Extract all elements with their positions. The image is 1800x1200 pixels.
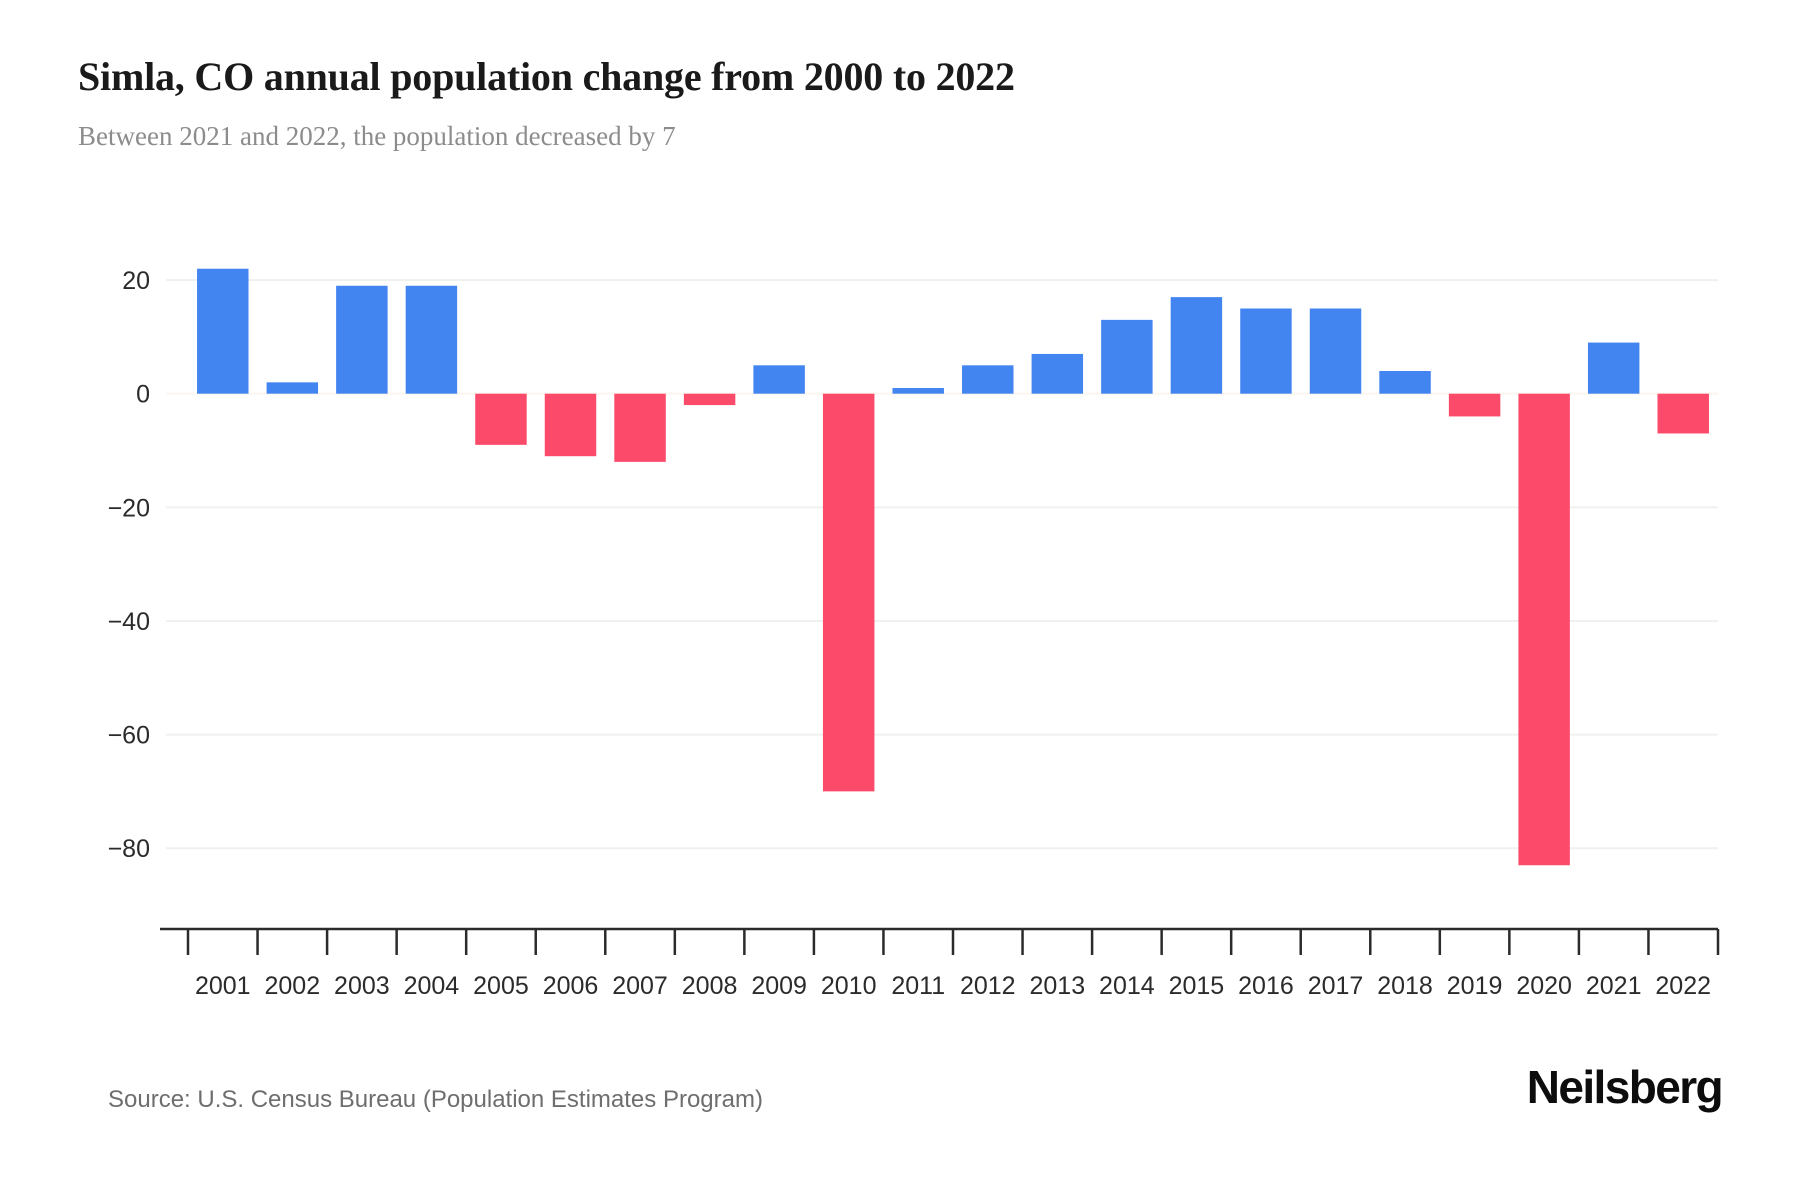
bar[interactable] xyxy=(892,388,944,394)
x-axis-tick-label: 2022 xyxy=(1655,972,1711,1000)
x-axis-tick-label: 2015 xyxy=(1169,972,1225,1000)
x-axis-tick-label: 2016 xyxy=(1238,972,1294,1000)
x-axis-tick-label: 2021 xyxy=(1586,972,1642,1000)
chart-header: Simla, CO annual population change from … xyxy=(78,52,1718,154)
x-axis-tick-label: 2006 xyxy=(543,972,599,1000)
chart-title: Simla, CO annual population change from … xyxy=(78,54,1015,99)
bar[interactable] xyxy=(197,268,249,394)
bar[interactable] xyxy=(1587,342,1640,394)
bar[interactable] xyxy=(1448,393,1501,417)
gridlines-group xyxy=(166,279,1718,850)
y-axis-tick-label: −80 xyxy=(108,835,150,863)
bar[interactable] xyxy=(336,285,388,394)
x-axis-tick-label: 2020 xyxy=(1516,972,1572,1000)
chart-subtitle: Between 2021 and 2022, the population de… xyxy=(78,121,676,151)
bar[interactable] xyxy=(1031,353,1084,394)
y-axis-tick-label: −60 xyxy=(108,722,150,750)
y-axis-tick-label: −20 xyxy=(108,494,150,522)
bar[interactable] xyxy=(1379,370,1431,394)
bar[interactable] xyxy=(753,365,805,394)
x-axis-tick-label: 2003 xyxy=(334,972,390,1000)
x-axis-tick-label: 2007 xyxy=(612,972,668,1000)
bar[interactable] xyxy=(1309,308,1362,394)
y-axis-tick-label: 20 xyxy=(122,267,150,295)
bar[interactable] xyxy=(1170,297,1223,394)
x-axis-tick-label: 2011 xyxy=(891,972,945,1000)
x-axis-tick-label: 2013 xyxy=(1030,972,1086,1000)
bar[interactable] xyxy=(1657,393,1709,434)
bar[interactable] xyxy=(266,382,319,394)
bars-group xyxy=(197,268,1709,866)
bar[interactable] xyxy=(683,393,736,406)
x-axis-tick-label: 2005 xyxy=(473,972,529,1000)
x-axis-tick-label: 2001 xyxy=(195,972,251,1000)
x-axis-group: 2001 2002 2003 2004 2005 2006 2007 2008 2009 2010… xyxy=(160,927,1720,1000)
x-axis-tick-label: 2002 xyxy=(265,972,321,1000)
bar[interactable] xyxy=(962,365,1014,394)
x-axis-tick-label: 2008 xyxy=(682,972,738,1000)
y-axis-tick-label: −40 xyxy=(108,608,150,636)
y-axis-tick-label: 0 xyxy=(136,381,150,409)
y-axis-group: 20 0 −20 −40 −60 −80 xyxy=(108,267,150,863)
x-axis-tick-label: 2014 xyxy=(1099,972,1155,1000)
bar[interactable] xyxy=(1240,308,1292,394)
x-axis-tick-label: 2009 xyxy=(751,972,807,1000)
brand-logo: Neilsberg xyxy=(1526,1061,1724,1113)
bar[interactable] xyxy=(1101,319,1153,394)
bar[interactable] xyxy=(475,393,527,445)
x-axis-tick-label: 2004 xyxy=(404,972,460,1000)
bar[interactable] xyxy=(1518,393,1570,866)
source-note: Source: U.S. Census Bureau (Population E… xyxy=(108,1086,763,1113)
x-axis-tick-label: 2017 xyxy=(1308,972,1364,1000)
bar[interactable] xyxy=(822,393,875,792)
bar[interactable] xyxy=(405,285,458,394)
bar[interactable] xyxy=(544,393,597,457)
x-axis-tick-label: 2018 xyxy=(1377,972,1433,1000)
bar[interactable] xyxy=(614,393,666,462)
x-axis-tick-label: 2012 xyxy=(960,972,1016,1000)
x-axis-tick-label: 2010 xyxy=(821,972,877,1000)
x-axis-tick-label: 2019 xyxy=(1447,972,1503,1000)
